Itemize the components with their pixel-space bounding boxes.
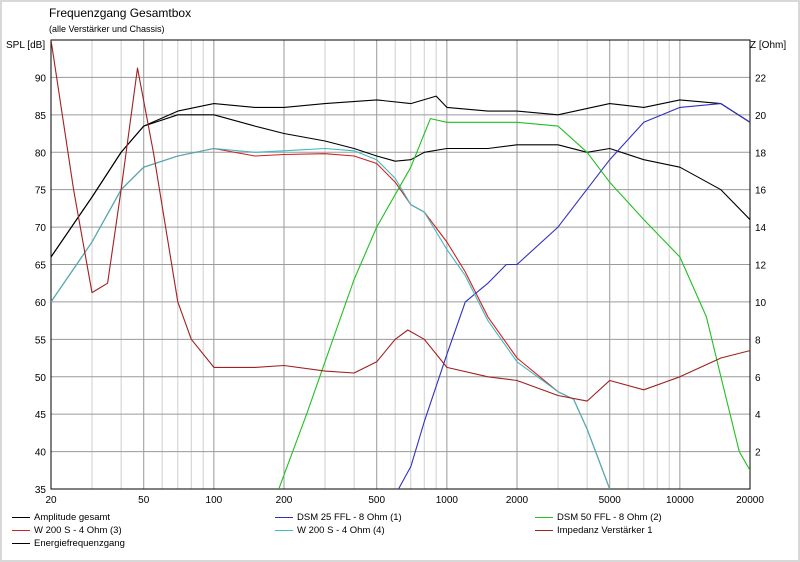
- legend-label: W 200 S - 4 Ohm (3): [34, 525, 122, 536]
- legend-item-amplitude-gesamt: Amplitude gesamt: [12, 512, 110, 523]
- legend-item-impedanz: Impedanz Verstärker 1: [535, 525, 653, 536]
- legend-swatch: [12, 542, 30, 544]
- x-tick-label: 20000: [736, 495, 764, 506]
- y-tick-label-left: 90: [35, 73, 47, 84]
- y-tick-label-right: 20: [755, 111, 767, 122]
- legend-swatch: [12, 529, 30, 531]
- y-tick-label-left: 50: [35, 373, 47, 384]
- y-tick-label-left: 60: [35, 298, 47, 309]
- y-tick-label-right: 14: [755, 223, 767, 234]
- chart-subtitle: (alle Verstärker und Chassis): [49, 24, 165, 34]
- y-tick-label-right: 8: [755, 335, 761, 346]
- series-line-w-200-s-4-ohm-3: [51, 147, 611, 489]
- y-tick-label-right: 6: [755, 373, 761, 384]
- y-tick-label-left: 70: [35, 223, 47, 234]
- y-tick-label-right: 18: [755, 148, 767, 159]
- legend-swatch: [275, 516, 293, 518]
- y-tick-label-left: 75: [35, 186, 47, 197]
- y-tick-label-left: 40: [35, 448, 47, 459]
- x-tick-label: 2000: [506, 495, 529, 506]
- legend-label: Energiefrequenzgang: [34, 538, 125, 549]
- chart-title: Frequenzgang Gesamtbox: [49, 6, 192, 20]
- y-tick-label-left: 65: [35, 261, 47, 272]
- x-tick-label: 50: [138, 495, 150, 506]
- y-tick-label-right: 4: [755, 410, 761, 421]
- series-line-amplitude-gesamt: [51, 95, 750, 258]
- x-tick-label: 100: [206, 495, 223, 506]
- legend-item-w200-4: W 200 S - 4 Ohm (4): [275, 525, 385, 536]
- series-line-impedanz-verst-rker-1: [51, 40, 750, 402]
- y-tick-label-right: 12: [755, 261, 767, 272]
- x-tick-label: 500: [368, 495, 385, 506]
- y-tick-label-right: 10: [755, 298, 767, 309]
- y-tick-label-left: 85: [35, 111, 47, 122]
- legend-swatch: [275, 529, 293, 531]
- y-axis-label-left: SPL [dB]: [6, 40, 46, 51]
- y-tick-label-left: 55: [35, 335, 47, 346]
- legend-item-w200-3: W 200 S - 4 Ohm (3): [12, 525, 122, 536]
- y-axis-label-right: Z [Ohm]: [750, 40, 787, 51]
- series-line-dsm-25-ffl-8-ohm-1: [398, 103, 750, 489]
- plot-area: [50, 39, 751, 490]
- y-tick-label-right: 22: [755, 73, 767, 84]
- legend-label: DSM 25 FFL - 8 Ohm (1): [297, 512, 402, 523]
- y-tick-label-right: 2: [755, 448, 761, 459]
- series-line-energiefrequenzgang: [51, 114, 750, 258]
- legend-label: W 200 S - 4 Ohm (4): [297, 525, 385, 536]
- legend-label: DSM 50 FFL - 8 Ohm (2): [557, 512, 662, 523]
- legend-label: Impedanz Verstärker 1: [557, 525, 653, 536]
- x-tick-label: 200: [276, 495, 293, 506]
- x-tick-label: 5000: [599, 495, 622, 506]
- x-tick-label: 20: [45, 495, 57, 506]
- legend-swatch: [535, 516, 553, 518]
- legend-label: Amplitude gesamt: [34, 512, 111, 523]
- legend-swatch: [535, 529, 553, 531]
- y-tick-label-left: 35: [35, 485, 47, 496]
- legend-item-dsm25: DSM 25 FFL - 8 Ohm (1): [275, 512, 402, 523]
- y-tick-label-right: 16: [755, 186, 767, 197]
- x-tick-label: 1000: [436, 495, 459, 506]
- x-tick-label: 10000: [666, 495, 694, 506]
- y-tick-label-left: 80: [35, 148, 47, 159]
- legend-swatch: [12, 516, 30, 518]
- series-line-w-200-s-4-ohm-4: [51, 147, 611, 489]
- legend-item-dsm50: DSM 50 FFL - 8 Ohm (2): [535, 512, 662, 523]
- series-line-dsm-50-ffl-8-ohm-2: [278, 118, 750, 489]
- y-tick-label-left: 45: [35, 410, 47, 421]
- legend-item-energie: Energiefrequenzgang: [12, 538, 125, 549]
